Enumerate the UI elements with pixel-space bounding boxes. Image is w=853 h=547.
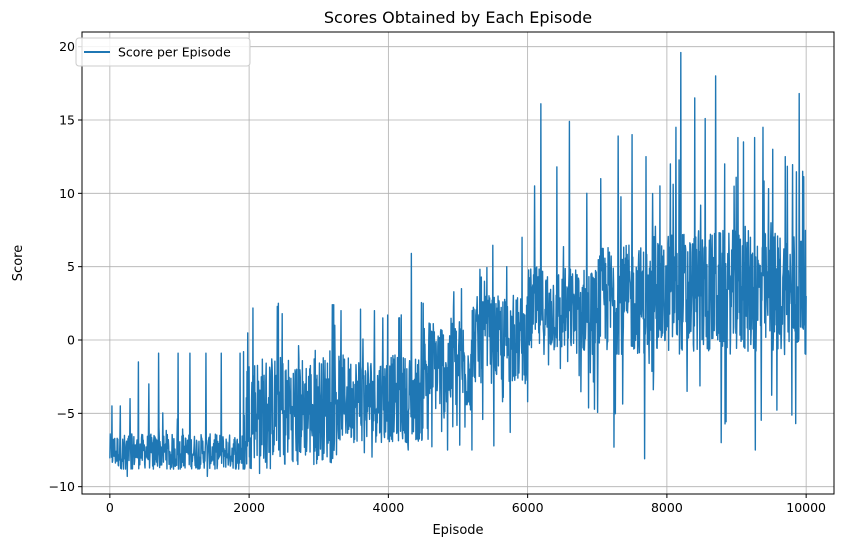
legend-box bbox=[75, 37, 251, 67]
x-tick-label: 10000 bbox=[786, 500, 826, 515]
legend: Score per Episode bbox=[75, 37, 251, 67]
y-tick-label: 10 bbox=[59, 186, 75, 201]
axes-frame bbox=[81, 31, 835, 495]
x-tick-label: 4000 bbox=[372, 500, 404, 515]
y-tick-label: −10 bbox=[49, 479, 75, 494]
x-axis-label: Episode bbox=[432, 523, 483, 538]
series-line-score-per-episode bbox=[109, 51, 807, 478]
chart-title: Scores Obtained by Each Episode bbox=[324, 8, 592, 27]
x-tick-label: 8000 bbox=[651, 500, 683, 515]
series-line-group bbox=[109, 51, 807, 478]
y-tick-label: 20 bbox=[59, 39, 75, 54]
y-axis-label: Score bbox=[11, 245, 26, 281]
x-tick-label: 0 bbox=[106, 500, 114, 515]
y-tick-label: −5 bbox=[57, 406, 75, 421]
legend-label: Score per Episode bbox=[118, 45, 231, 60]
y-tick-label: 0 bbox=[67, 333, 75, 348]
ticks: 0 2000 4000 6000 8000 10000 −10 −5 0 5 10 15 20 bbox=[49, 39, 826, 515]
x-tick-label: 6000 bbox=[512, 500, 544, 515]
x-tick-label: 2000 bbox=[233, 500, 265, 515]
y-tick-label: 5 bbox=[67, 259, 75, 274]
y-tick-label: 15 bbox=[59, 113, 75, 128]
